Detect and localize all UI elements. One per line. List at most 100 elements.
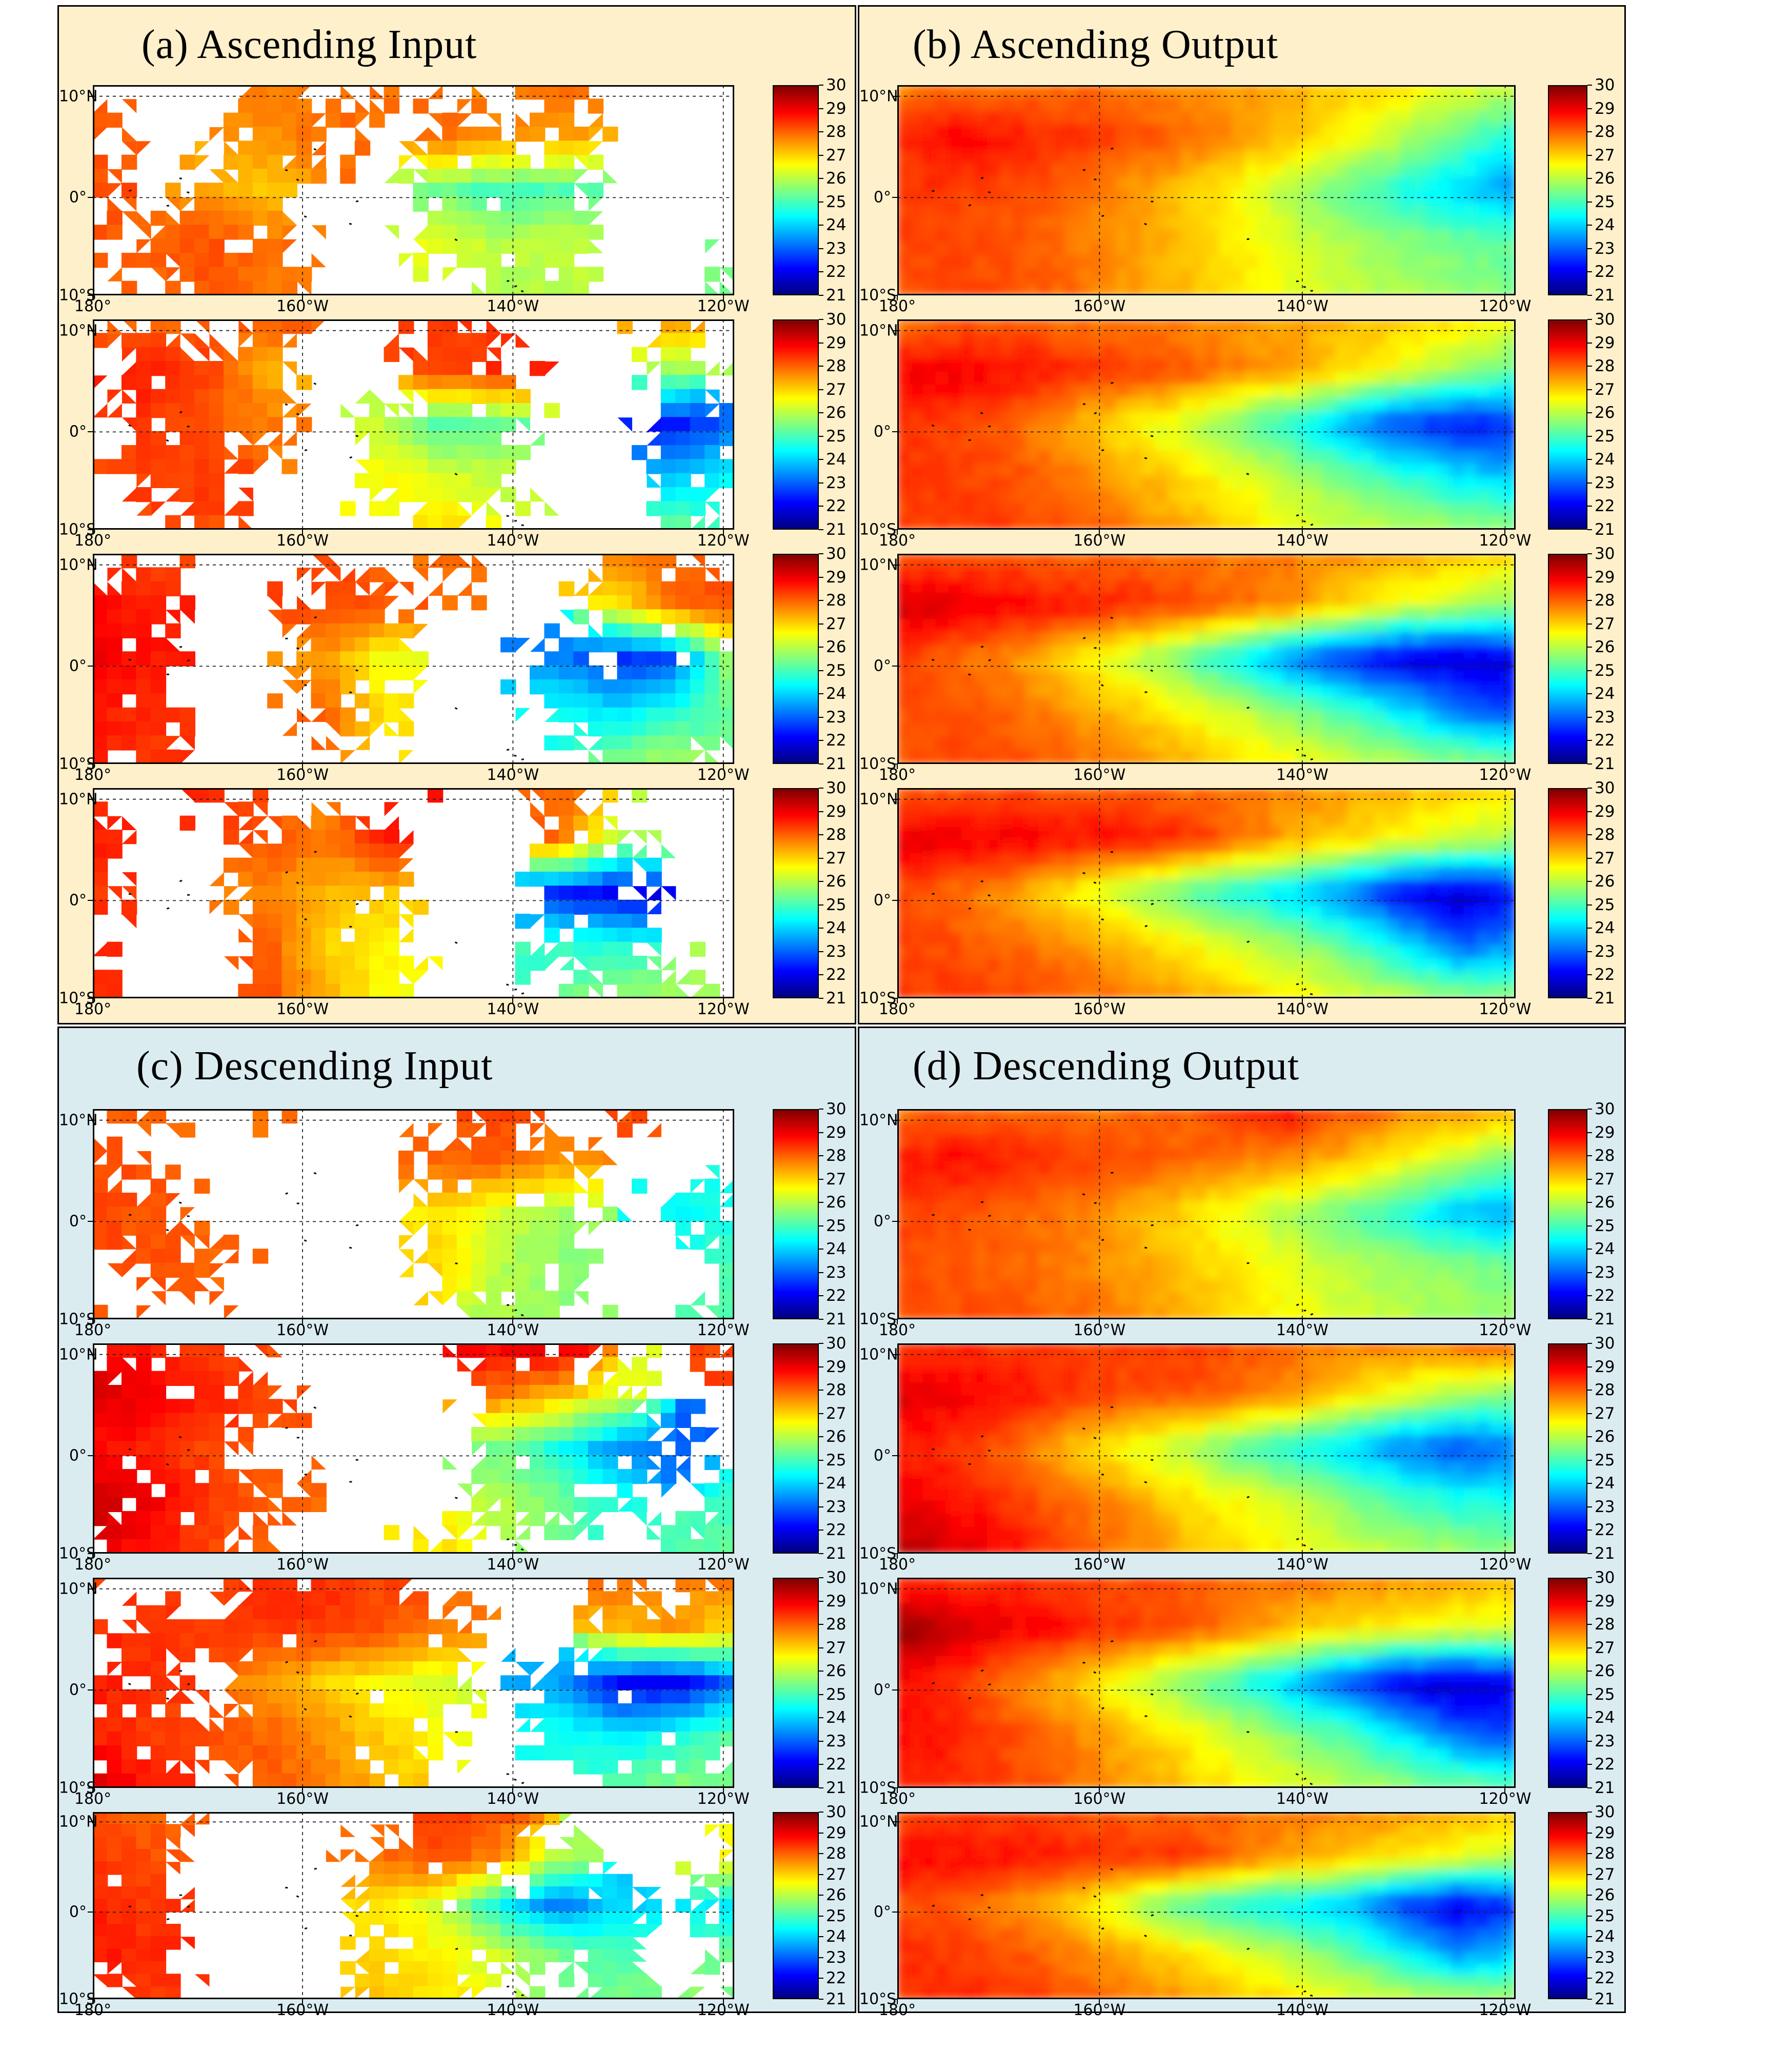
colorbar-tick-mark: [819, 1764, 823, 1765]
colorbar-tick-mark: [819, 412, 823, 414]
colorbar-tick-label: 21: [1595, 520, 1615, 539]
map-frame: [897, 1109, 1516, 1319]
y-tick-label: 10°N: [859, 1345, 898, 1364]
y-tick-label: 10°N: [859, 1580, 898, 1598]
colorbar-tick-mark: [1587, 998, 1592, 999]
colorbar-tick-mark: [1587, 1832, 1592, 1834]
graticule-lines: [93, 1343, 734, 1554]
colorbar-tick-mark: [819, 788, 823, 789]
panel-descending-input: (c) Descending Input 10°N 0° 10°S 180° 160°W…: [57, 1027, 856, 2019]
x-tick-mark: [92, 764, 93, 769]
map-border: [93, 554, 734, 764]
sst-map-output: [897, 1109, 1516, 1319]
colorbar-tick-mark: [819, 740, 823, 741]
sst-field: [93, 1343, 734, 1554]
colorbar-tick-mark: [1587, 1178, 1592, 1180]
colorbar-tick-mark: [819, 857, 823, 859]
graticule-lines: [93, 554, 734, 764]
x-tick-mark: [92, 998, 93, 1003]
island-dots: [129, 1172, 524, 1317]
y-tick-mark: [892, 95, 897, 97]
colorbar-tick-mark: [1587, 693, 1592, 695]
x-tick-mark: [897, 530, 898, 535]
colorbar-tick-mark: [1587, 600, 1592, 601]
island-dots: [128, 851, 525, 995]
colorbar-tick-mark: [819, 295, 823, 296]
x-tick-mark: [92, 530, 93, 535]
colorbar-tick-label: 28: [826, 1615, 847, 1634]
sst-map-output: [897, 319, 1516, 530]
colorbar-tick-mark: [819, 904, 823, 906]
colorbar-tick-mark: [1587, 857, 1592, 859]
colorbar-tick-label: 27: [826, 380, 847, 399]
y-tick-mark: [88, 1588, 93, 1590]
colorbar-tick-mark: [1587, 459, 1592, 460]
map-border: [93, 1578, 734, 1788]
colorbar-tick-mark: [819, 1506, 823, 1507]
colorbar-tick-mark: [1587, 788, 1592, 789]
graticule-lines: [897, 85, 1516, 295]
colorbar-tick-label: 23: [826, 473, 847, 492]
panel-ascending-input: (a) Ascending Input 10°N 0° 10°S 180° 160°W 1…: [57, 5, 856, 1024]
y-tick-label: 0°: [873, 657, 891, 675]
colorbar-tick-label: 27: [1595, 849, 1615, 868]
colorbar-tick-label: 22: [1595, 965, 1615, 984]
y-tick-mark: [88, 798, 93, 800]
x-tick-mark: [1504, 764, 1506, 769]
x-tick-mark: [897, 764, 898, 769]
colorbar-tick-label: 21: [1595, 1990, 1615, 2008]
colorbar-tick-label: 23: [1595, 239, 1615, 258]
colorbar-tick-mark: [819, 1999, 823, 2000]
colorbar-tick-label: 29: [1595, 1592, 1615, 1611]
colorbar-tick-mark: [1587, 1459, 1592, 1461]
colorbar-tick-mark: [1587, 1225, 1592, 1226]
colorbar-tick-mark: [819, 647, 823, 648]
x-tick-mark: [1099, 295, 1100, 300]
colorbar-tick-label: 23: [826, 1497, 847, 1516]
y-tick-mark: [88, 666, 93, 667]
colorbar-tick-label: 24: [1595, 1240, 1615, 1259]
y-tick-mark: [88, 1787, 93, 1788]
colorbar-tick-mark: [819, 1132, 823, 1133]
island-dots: [932, 1868, 1313, 1997]
colorbar-tick-mark: [1587, 1319, 1592, 1320]
colorbar-tick-mark: [819, 716, 823, 718]
colorbar-tick-mark: [819, 1390, 823, 1391]
colorbar-tick-mark: [819, 1740, 823, 1742]
colorbar-tick-mark: [1587, 1272, 1592, 1273]
colorbar-tick-label: 26: [1595, 638, 1615, 657]
x-tick-mark: [1301, 1788, 1303, 1793]
y-tick-label: 0°: [69, 1212, 87, 1231]
colorbar-tick-label: 24: [1595, 1927, 1615, 1946]
colorbar-tick-label: 22: [826, 497, 847, 516]
colorbar-tick-label: 26: [1595, 1662, 1615, 1681]
colorbar-tick-label: 26: [1595, 1193, 1615, 1212]
colorbar: [1548, 1578, 1587, 1788]
panel-title-c: (c) Descending Input: [136, 1043, 493, 1089]
colorbar-tick-mark: [819, 1853, 823, 1855]
colorbar-tick-mark: [1587, 834, 1592, 836]
y-tick-mark: [88, 431, 93, 433]
colorbar-tick-mark: [1587, 1853, 1592, 1855]
y-tick-mark: [88, 1821, 93, 1823]
colorbar-tick-label: 30: [1595, 1100, 1615, 1118]
colorbar-tick-label: 30: [1595, 76, 1615, 94]
y-tick-mark: [88, 998, 93, 999]
island-dots: [932, 1172, 1314, 1316]
x-tick-mark: [512, 295, 514, 300]
y-tick-label: 10°S: [859, 1990, 897, 2008]
x-tick-mark: [722, 530, 724, 535]
sst-map-input: [93, 554, 734, 764]
colorbar-tick-mark: [1587, 623, 1592, 625]
colorbar-tick-label: 21: [826, 1990, 847, 2008]
y-tick-mark: [892, 1354, 897, 1355]
colorbar-tick-label: 26: [1595, 404, 1615, 423]
colorbar-tick-label: 23: [826, 1732, 847, 1751]
colorbar-tick-label: 26: [826, 638, 847, 657]
x-tick-mark: [512, 998, 514, 1003]
y-tick-label: 10°S: [859, 1779, 897, 1797]
y-tick-label: 10°N: [59, 1813, 98, 1831]
island-dots: [128, 383, 524, 526]
sst-field: [93, 319, 734, 530]
y-tick-label: 0°: [873, 1446, 891, 1465]
